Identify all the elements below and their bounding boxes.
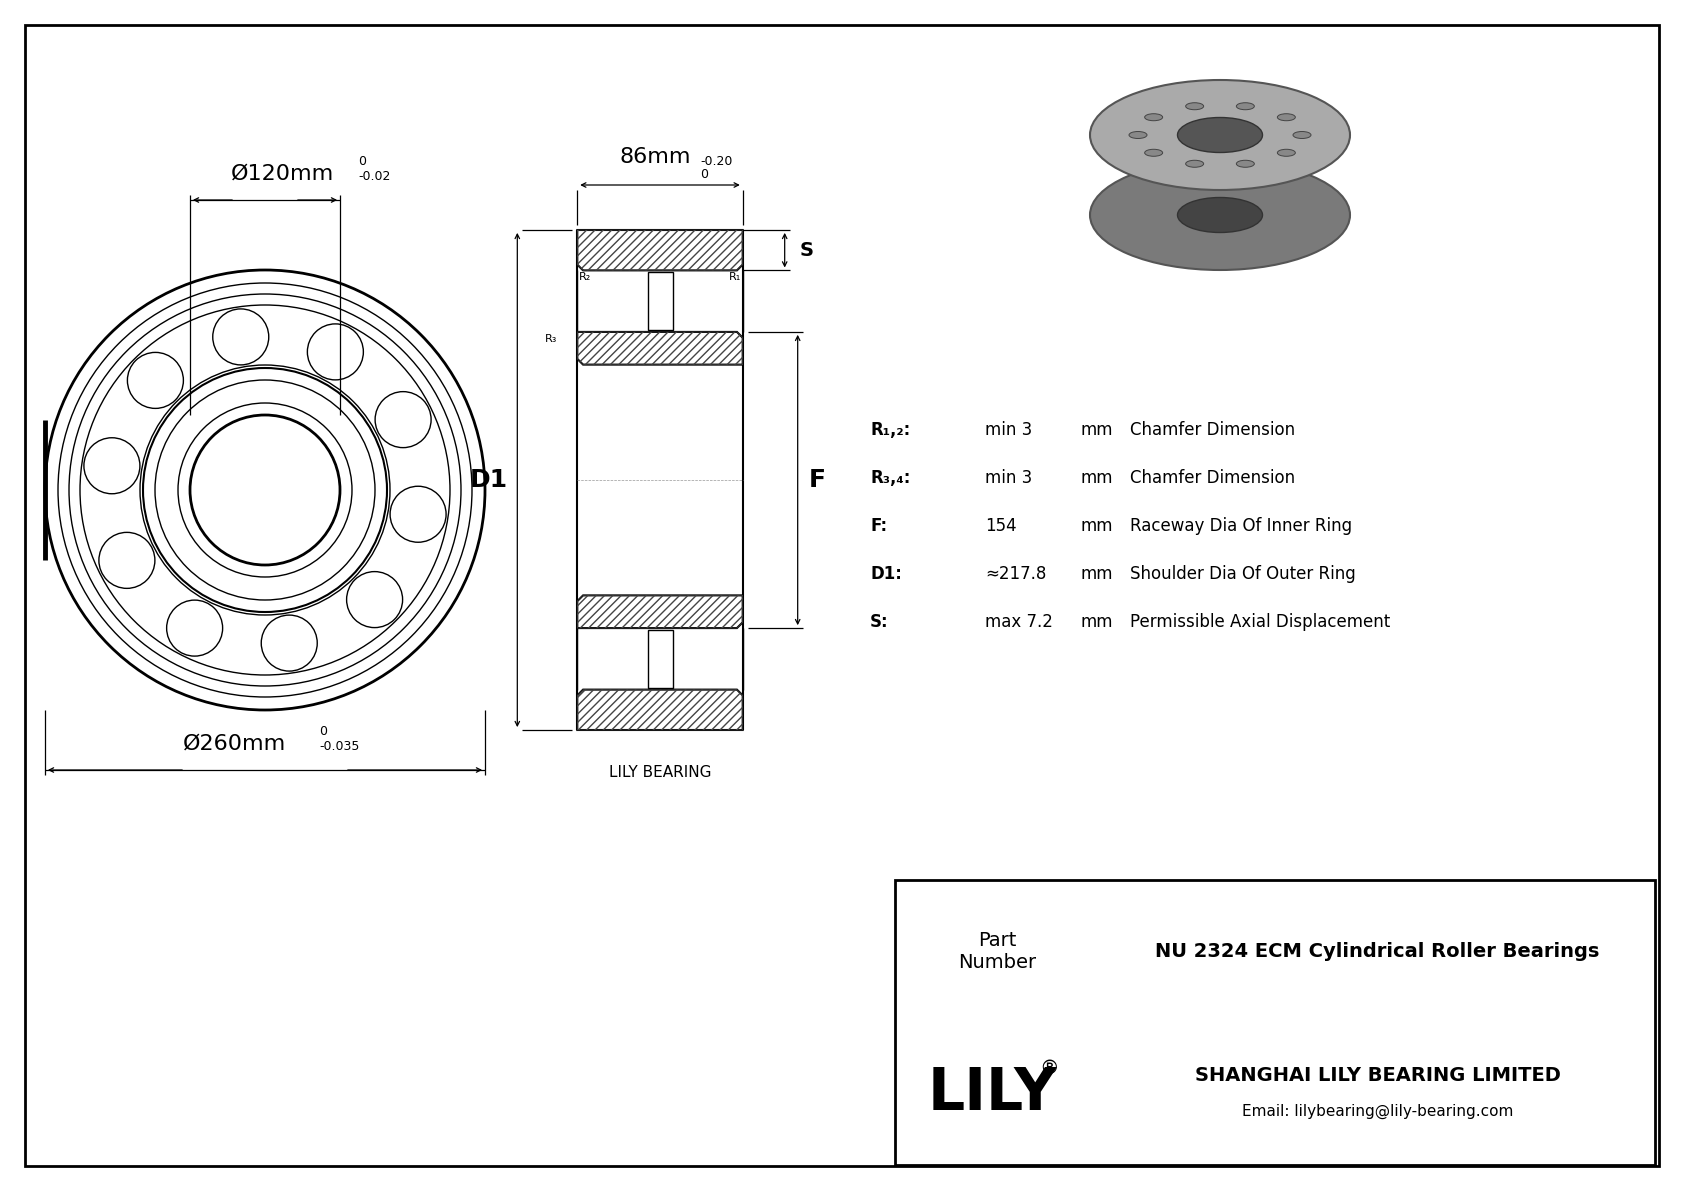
Text: 154: 154 xyxy=(985,517,1017,535)
Polygon shape xyxy=(578,230,743,270)
Text: -0.20: -0.20 xyxy=(701,155,733,168)
Text: R₂: R₂ xyxy=(579,273,591,282)
Text: R₄: R₄ xyxy=(579,353,591,362)
Text: Shoulder Dia Of Outer Ring: Shoulder Dia Of Outer Ring xyxy=(1130,565,1356,584)
Polygon shape xyxy=(578,596,743,628)
Polygon shape xyxy=(578,332,743,364)
Text: R₃,₄:: R₃,₄: xyxy=(871,469,911,487)
Text: LILY: LILY xyxy=(928,1065,1056,1122)
Text: Permissible Axial Displacement: Permissible Axial Displacement xyxy=(1130,613,1391,631)
Text: D1:: D1: xyxy=(871,565,903,584)
Text: F:: F: xyxy=(871,517,887,535)
Text: 0: 0 xyxy=(359,155,365,168)
Ellipse shape xyxy=(1145,113,1162,120)
Text: S:: S: xyxy=(871,613,889,631)
Text: 0: 0 xyxy=(318,725,327,738)
Ellipse shape xyxy=(1145,149,1162,156)
Text: Part
Number: Part Number xyxy=(958,930,1036,972)
Circle shape xyxy=(40,266,490,715)
Text: SHANGHAI LILY BEARING LIMITED: SHANGHAI LILY BEARING LIMITED xyxy=(1194,1066,1561,1085)
Ellipse shape xyxy=(1236,102,1255,110)
Text: -0.02: -0.02 xyxy=(359,170,391,183)
Ellipse shape xyxy=(1186,102,1204,110)
Text: Ø120mm: Ø120mm xyxy=(231,164,335,183)
Text: LILY BEARING: LILY BEARING xyxy=(608,765,711,780)
Bar xyxy=(648,630,672,687)
Text: R₁: R₁ xyxy=(729,273,741,282)
Ellipse shape xyxy=(1090,80,1351,191)
Ellipse shape xyxy=(1128,131,1147,138)
Text: NU 2324 ECM Cylindrical Roller Bearings: NU 2324 ECM Cylindrical Roller Bearings xyxy=(1155,942,1600,961)
Ellipse shape xyxy=(1090,160,1351,270)
Text: mm: mm xyxy=(1079,565,1113,584)
Text: Raceway Dia Of Inner Ring: Raceway Dia Of Inner Ring xyxy=(1130,517,1352,535)
Text: max 7.2: max 7.2 xyxy=(985,613,1052,631)
Text: mm: mm xyxy=(1079,613,1113,631)
Text: ®: ® xyxy=(1039,1059,1059,1078)
Text: R₃: R₃ xyxy=(546,333,557,344)
Text: Ø260mm: Ø260mm xyxy=(184,734,286,754)
Text: D1: D1 xyxy=(470,468,509,492)
Ellipse shape xyxy=(1177,198,1263,232)
Text: Email: lilybearing@lily-bearing.com: Email: lilybearing@lily-bearing.com xyxy=(1241,1104,1514,1120)
Text: 0: 0 xyxy=(701,168,707,181)
Ellipse shape xyxy=(1177,118,1263,152)
Ellipse shape xyxy=(1278,149,1295,156)
Text: min 3: min 3 xyxy=(985,469,1032,487)
Text: -0.035: -0.035 xyxy=(318,740,359,753)
Text: F: F xyxy=(810,468,827,492)
Text: mm: mm xyxy=(1079,517,1113,535)
Text: mm: mm xyxy=(1079,420,1113,439)
Ellipse shape xyxy=(1186,161,1204,167)
Text: ≈217.8: ≈217.8 xyxy=(985,565,1046,584)
Text: R₁,₂:: R₁,₂: xyxy=(871,420,911,439)
Text: mm: mm xyxy=(1079,469,1113,487)
Polygon shape xyxy=(578,690,743,730)
Ellipse shape xyxy=(1278,113,1295,120)
Text: Chamfer Dimension: Chamfer Dimension xyxy=(1130,469,1295,487)
Bar xyxy=(648,273,672,330)
Bar xyxy=(894,880,1655,1165)
Text: S: S xyxy=(800,241,813,260)
Text: 86mm: 86mm xyxy=(620,146,690,167)
Ellipse shape xyxy=(1293,131,1312,138)
Ellipse shape xyxy=(1236,161,1255,167)
Text: min 3: min 3 xyxy=(985,420,1032,439)
Text: Chamfer Dimension: Chamfer Dimension xyxy=(1130,420,1295,439)
